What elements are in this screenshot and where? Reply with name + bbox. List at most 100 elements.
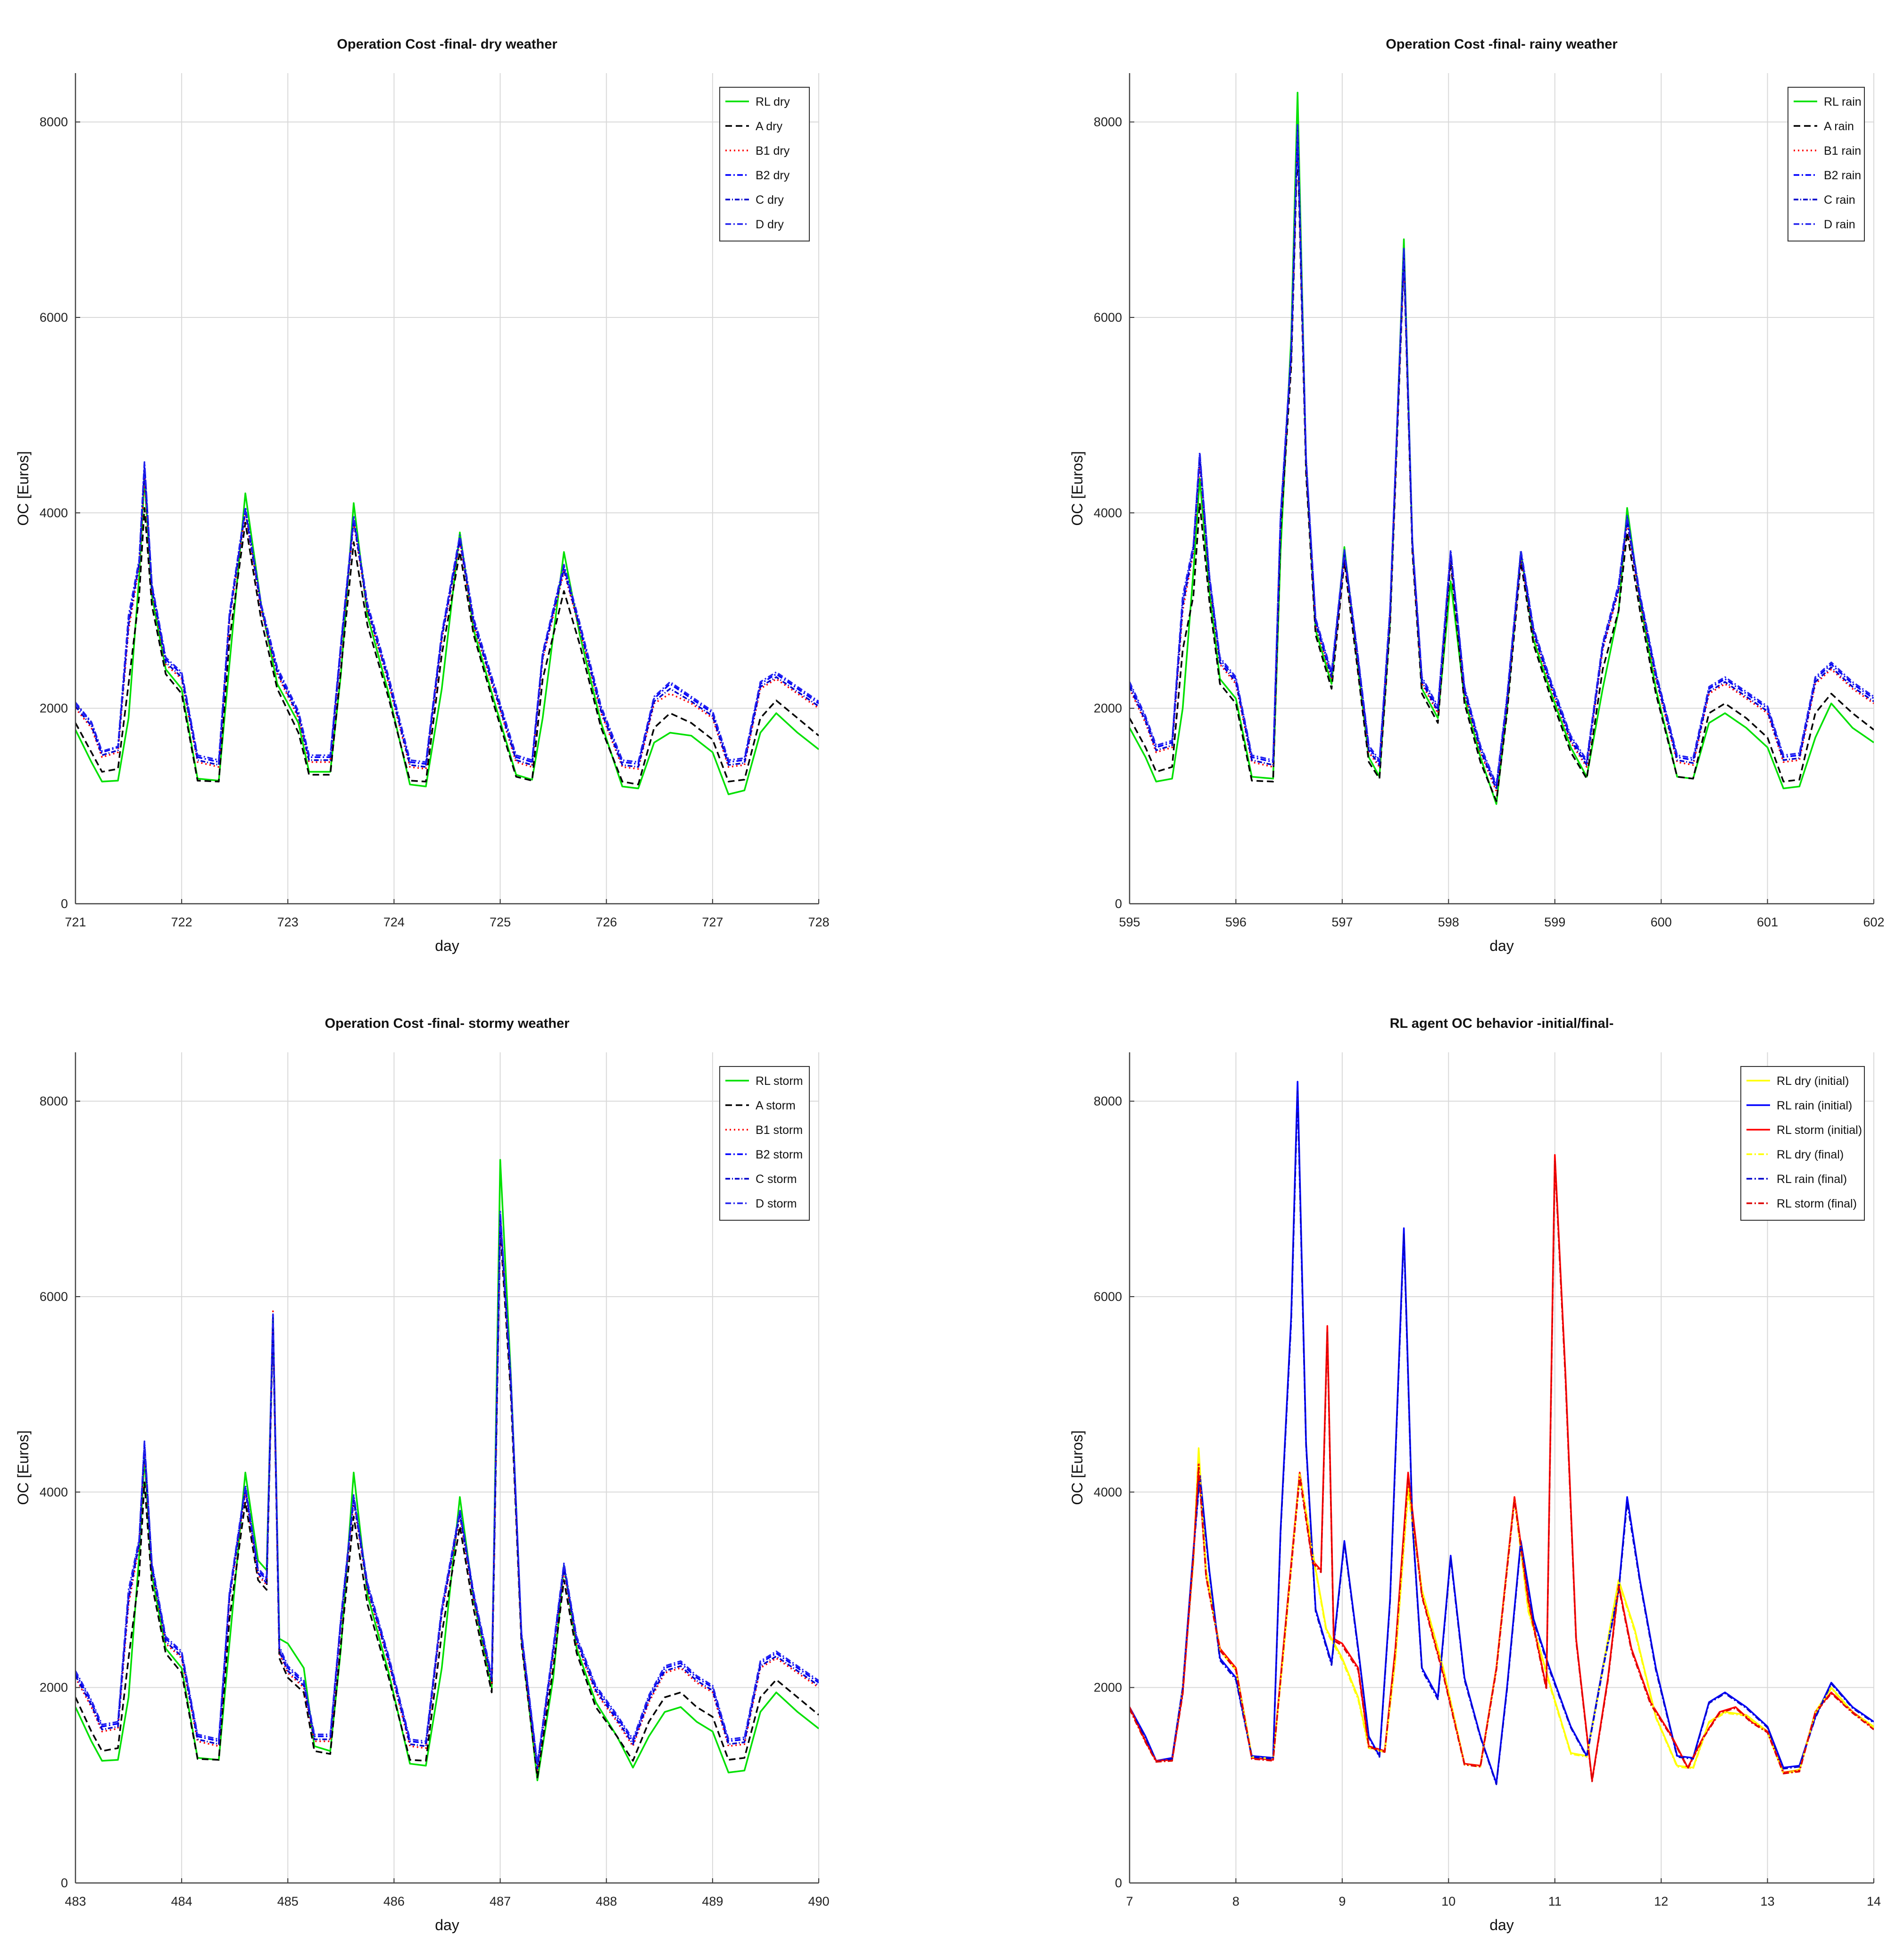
chart-title: Operation Cost -final- dry weather bbox=[337, 37, 557, 52]
y-tick-label: 8000 bbox=[40, 1094, 68, 1108]
chart-panel-p4: 7 8 9 10 11 12 13 14 0 2000 4000 6000 8000 RL agent O… bbox=[1069, 1016, 1881, 1933]
legend-label: RL rain (final) bbox=[1777, 1173, 1847, 1186]
legend-label: RL dry (final) bbox=[1777, 1148, 1844, 1161]
y-tick-label: 2000 bbox=[40, 1681, 68, 1695]
legend-label: B1 rain bbox=[1824, 144, 1861, 158]
legend-label: B2 dry bbox=[756, 169, 790, 182]
legend: RL rain A rain B1 rain B2 rain C rain D rain bbox=[1788, 87, 1865, 242]
x-tick-label: 8 bbox=[1232, 1894, 1239, 1908]
y-tick-label: 0 bbox=[1115, 1876, 1122, 1890]
series-line-b2-dry bbox=[75, 463, 819, 765]
legend-label: B2 storm bbox=[756, 1148, 803, 1161]
series-line-d-dry bbox=[75, 461, 819, 763]
legend-label: D dry bbox=[756, 218, 784, 231]
legend-label: B1 storm bbox=[756, 1124, 803, 1137]
series-line-c-storm bbox=[75, 1216, 819, 1770]
chart-title: Operation Cost -final- rainy weather bbox=[1386, 37, 1617, 52]
panels: 721 722 723 724 725 726 727 7280200040006000800… bbox=[15, 37, 1885, 1933]
series-line-b2-rain bbox=[1130, 126, 1874, 788]
legend-label: D rain bbox=[1824, 218, 1855, 231]
x-tick-label: 596 bbox=[1225, 915, 1247, 929]
x-axis-label: day bbox=[1489, 937, 1514, 954]
legend: RL storm A storm B1 storm B2 storm C storm D … bbox=[719, 1066, 810, 1221]
x-tick-label: 598 bbox=[1438, 915, 1459, 929]
x-tick-label: 489 bbox=[702, 1894, 723, 1908]
x-tick-label: 600 bbox=[1651, 915, 1672, 929]
series-line-b1-storm bbox=[75, 1217, 819, 1772]
legend-label: D storm bbox=[756, 1197, 797, 1210]
plot-area bbox=[75, 73, 819, 904]
y-tick-label: 2000 bbox=[1094, 701, 1122, 716]
y-tick-label: 0 bbox=[61, 1876, 68, 1890]
legend-label: RL dry bbox=[756, 95, 790, 108]
y-axis-label: OC [Euros] bbox=[15, 451, 32, 525]
chart-title: Operation Cost -final- stormy weather bbox=[325, 1016, 570, 1031]
legend-label: RL dry (initial) bbox=[1777, 1074, 1849, 1088]
x-tick-label: 14 bbox=[1867, 1894, 1881, 1908]
legend-label: A dry bbox=[756, 120, 782, 133]
legend-label: C storm bbox=[756, 1173, 797, 1186]
x-tick-label: 727 bbox=[702, 915, 723, 929]
x-tick-label: 599 bbox=[1544, 915, 1565, 929]
series-line-b2-storm bbox=[75, 1213, 819, 1767]
legend-label: C rain bbox=[1824, 193, 1855, 207]
legend-label: C dry bbox=[756, 193, 784, 207]
y-tick-label: 2000 bbox=[40, 701, 68, 716]
series-group bbox=[1130, 92, 1874, 805]
x-tick-label: 728 bbox=[808, 915, 829, 929]
y-tick-label: 0 bbox=[1115, 897, 1122, 911]
x-tick-label: 726 bbox=[596, 915, 617, 929]
series-line-rl-rain-final bbox=[1130, 1091, 1874, 1785]
legend-label: A rain bbox=[1824, 120, 1854, 133]
series-line-rl-dry bbox=[75, 478, 819, 795]
legend-box bbox=[1788, 87, 1865, 242]
x-tick-label: 486 bbox=[383, 1894, 405, 1908]
legend-label: RL storm (initial) bbox=[1777, 1124, 1862, 1137]
chart-panel-p2: 595 596 597 598 599 600 601 602 0 2000 4000 6000 800… bbox=[1069, 37, 1885, 954]
x-tick-label: 487 bbox=[490, 1894, 511, 1908]
legend-label: B1 dry bbox=[756, 144, 790, 158]
x-tick-label: 602 bbox=[1863, 915, 1884, 929]
y-tick-label: 6000 bbox=[40, 1290, 68, 1304]
x-tick-label: 12 bbox=[1654, 1894, 1668, 1908]
x-tick-label: 484 bbox=[171, 1894, 192, 1908]
x-tick-label: 723 bbox=[277, 915, 299, 929]
series-line-d-rain bbox=[1130, 124, 1874, 785]
x-tick-label: 724 bbox=[383, 915, 405, 929]
x-tick-label: 490 bbox=[808, 1894, 829, 1908]
legend-label: RL rain (initial) bbox=[1777, 1099, 1852, 1112]
x-axis-label: day bbox=[1489, 1916, 1514, 1933]
x-tick-label: 595 bbox=[1119, 915, 1140, 929]
series-line-b1-dry bbox=[75, 478, 819, 770]
series-line-a-dry bbox=[75, 507, 819, 785]
series-line-rl-storm-final bbox=[1130, 1159, 1874, 1782]
y-axis-label: OC [Euros] bbox=[1069, 1430, 1086, 1505]
x-tick-label: 10 bbox=[1441, 1894, 1455, 1908]
legend-box bbox=[1740, 1066, 1865, 1221]
series-line-c-dry bbox=[75, 468, 819, 768]
x-tick-label: 721 bbox=[65, 915, 86, 929]
legend-label: RL storm bbox=[756, 1074, 803, 1088]
y-tick-label: 8000 bbox=[40, 115, 68, 129]
plot-area bbox=[75, 1052, 819, 1883]
x-axis-label: day bbox=[435, 937, 459, 954]
y-tick-label: 4000 bbox=[1094, 506, 1122, 520]
x-tick-label: 483 bbox=[65, 1894, 86, 1908]
y-tick-label: 2000 bbox=[1094, 1681, 1122, 1695]
y-tick-label: 4000 bbox=[40, 506, 68, 520]
legend-box bbox=[719, 1066, 810, 1221]
legend-label: RL storm (final) bbox=[1777, 1197, 1857, 1210]
legend-label: B2 rain bbox=[1824, 169, 1861, 182]
x-tick-label: 7 bbox=[1126, 1894, 1133, 1908]
y-tick-label: 4000 bbox=[1094, 1485, 1122, 1499]
series-line-d-storm bbox=[75, 1210, 819, 1765]
chart-title: RL agent OC behavior -initial/final- bbox=[1390, 1016, 1614, 1031]
plot-area bbox=[1130, 73, 1874, 904]
series-group bbox=[1130, 1081, 1874, 1785]
x-tick-label: 601 bbox=[1757, 915, 1778, 929]
x-tick-label: 13 bbox=[1761, 1894, 1775, 1908]
y-tick-label: 0 bbox=[61, 897, 68, 911]
y-tick-label: 8000 bbox=[1094, 1094, 1122, 1108]
y-tick-label: 4000 bbox=[40, 1485, 68, 1499]
